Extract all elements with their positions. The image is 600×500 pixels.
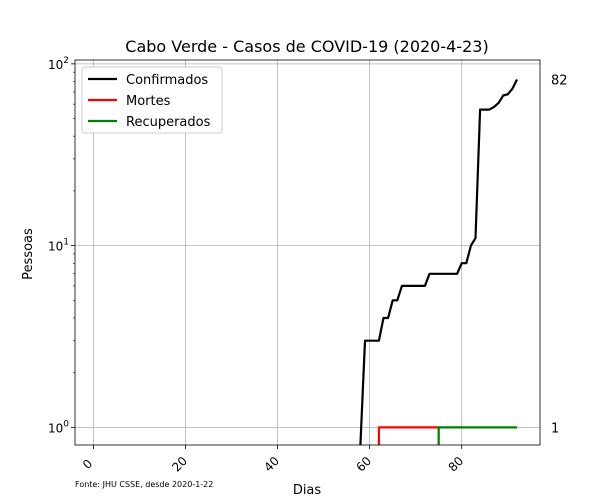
x-tick-label: 0 bbox=[80, 457, 95, 472]
series-line-mortes bbox=[377, 426, 439, 445]
end-value-label: 1 bbox=[551, 421, 559, 436]
end-value-label: 82 bbox=[551, 74, 568, 89]
y-axis-label: Pessoas bbox=[21, 228, 36, 280]
legend-label: Recuperados bbox=[126, 115, 211, 130]
y-tick-label: 102 bbox=[48, 56, 69, 72]
axes bbox=[74, 59, 541, 446]
plot-frame bbox=[74, 59, 541, 446]
series-line-confirmados bbox=[359, 79, 518, 446]
legend-box bbox=[81, 66, 223, 134]
y-tick-label: 100 bbox=[48, 419, 69, 435]
x-tick-label: 20 bbox=[169, 454, 190, 475]
end-value-labels: 82 1 bbox=[551, 74, 568, 437]
x-tick-label: 40 bbox=[261, 454, 282, 475]
series-lines bbox=[359, 79, 518, 446]
x-axis-ticks: 0 20 40 60 80 bbox=[80, 445, 466, 475]
y-tick-exponent: 0 bbox=[63, 419, 69, 429]
x-tick-label: 80 bbox=[446, 454, 467, 475]
x-tick-label: 60 bbox=[353, 454, 374, 475]
series-line-recuperados bbox=[437, 426, 517, 445]
y-tick-exponent: 1 bbox=[63, 238, 69, 248]
y-tick-label: 101 bbox=[48, 238, 69, 254]
chart-title: Cabo Verde - Casos de COVID-19 (2020-4-2… bbox=[125, 37, 488, 56]
legend-label: Mortes bbox=[126, 94, 171, 109]
x-axis-label: Dias bbox=[293, 483, 322, 498]
source-note: Fonte: JHU CSSE, desde 2020-1-22 bbox=[75, 480, 213, 489]
y-tick-exponent: 2 bbox=[63, 56, 69, 66]
legend: Confirmados Mortes Recuperados bbox=[81, 66, 223, 134]
legend-label: Confirmados bbox=[126, 73, 208, 88]
